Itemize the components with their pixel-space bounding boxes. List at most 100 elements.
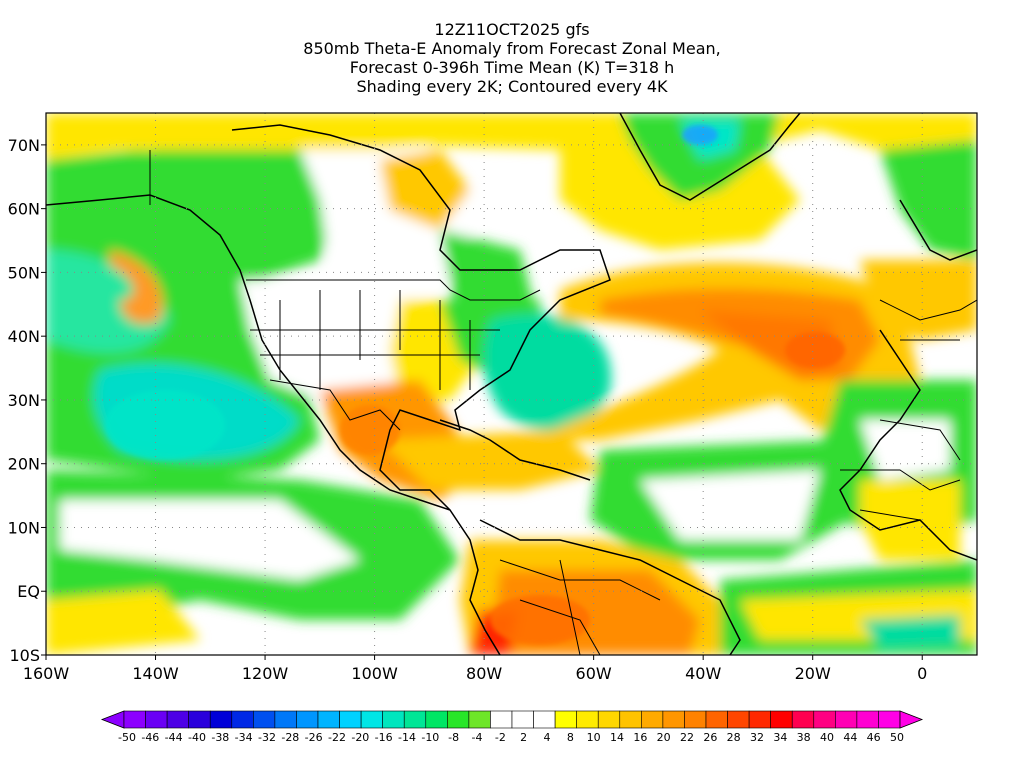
colorbar-swatch bbox=[123, 710, 146, 729]
colorbar-label: -50 bbox=[118, 731, 136, 744]
lon-tick-label: 160W bbox=[23, 664, 70, 683]
political-borders bbox=[149, 150, 977, 655]
colorbar-swatch bbox=[748, 710, 771, 729]
colorbar-label: -46 bbox=[141, 731, 159, 744]
lat-tick-label: EQ bbox=[17, 582, 40, 601]
colorbar-label: 20 bbox=[657, 731, 671, 744]
colorbar-label: 32 bbox=[750, 731, 764, 744]
colorbar-label: -20 bbox=[351, 731, 369, 744]
colorbar-label: -8 bbox=[448, 731, 459, 744]
colorbar-label: -44 bbox=[165, 731, 183, 744]
colorbar-swatch bbox=[425, 710, 448, 729]
colorbar-swatch bbox=[490, 710, 513, 729]
colorbar-swatch bbox=[641, 710, 664, 729]
colorbar-label: 16 bbox=[633, 731, 647, 744]
colorbar-label: 38 bbox=[797, 731, 811, 744]
colorbar-label: 40 bbox=[820, 731, 834, 744]
title-line-4: Shading every 2K; Contoured every 4K bbox=[356, 77, 668, 96]
colorbar-swatch bbox=[554, 710, 577, 729]
colorbar-swatch bbox=[511, 710, 534, 729]
colorbar-swatch bbox=[770, 710, 793, 729]
lon-tick-label: 60W bbox=[576, 664, 612, 683]
colorbar-swatch bbox=[382, 710, 405, 729]
colorbar-label: 14 bbox=[610, 731, 624, 744]
colorbar-labels: -50 -46 -44 -40 -38 -34 -32 -28 -26 -22 -20 -16 -14-… bbox=[118, 731, 904, 744]
colorbar-label: -40 bbox=[188, 731, 206, 744]
colorbar-swatch bbox=[878, 710, 901, 729]
lon-tick-label: 40W bbox=[685, 664, 721, 683]
colorbar-arrow-high bbox=[899, 710, 924, 729]
colorbar-label: -34 bbox=[235, 731, 253, 744]
colorbar-swatch bbox=[533, 710, 556, 729]
longitude-labels: 160W 140W 120W 100W 80W 60W 40W 20W 0 bbox=[23, 664, 928, 683]
colorbar-label: 22 bbox=[680, 731, 694, 744]
lat-tick-label: 50N bbox=[8, 263, 40, 282]
colorbar-swatch bbox=[597, 710, 621, 729]
colorbar-label: 10 bbox=[587, 731, 601, 744]
title-line-1: 12Z11OCT2025 gfs bbox=[434, 20, 590, 39]
colorbar-swatch bbox=[296, 710, 319, 729]
colorbar-swatch bbox=[856, 710, 879, 729]
lon-tick-label: 0 bbox=[917, 664, 927, 683]
lat-tick-label: 60N bbox=[8, 200, 40, 219]
colorbar-label: 4 bbox=[544, 731, 551, 744]
colorbar-swatch bbox=[209, 710, 233, 729]
colorbar-label: 34 bbox=[773, 731, 787, 744]
lat-tick-label: 40N bbox=[8, 327, 40, 346]
colorbar-label: 8 bbox=[567, 731, 574, 744]
colorbar-swatch bbox=[684, 710, 707, 729]
colorbar-label: 44 bbox=[843, 731, 857, 744]
lon-tick-label: 120W bbox=[242, 664, 289, 683]
colorbar-label: 28 bbox=[727, 731, 741, 744]
colorbar-label: -38 bbox=[211, 731, 229, 744]
colorbar-label: -22 bbox=[328, 731, 346, 744]
lat-tick-label: 20N bbox=[8, 455, 40, 474]
colorbar-swatch bbox=[145, 710, 168, 729]
colorbar-swatch bbox=[231, 710, 254, 729]
lat-tick-label: 10S bbox=[9, 646, 40, 665]
colorbar-swatch bbox=[791, 710, 815, 729]
title-line-3: Forecast 0-396h Time Mean (K) T=318 h bbox=[349, 58, 675, 77]
lon-tick-label: 140W bbox=[132, 664, 179, 683]
theta-e-anomaly-field bbox=[46, 113, 977, 655]
colorbar-label: -26 bbox=[305, 731, 323, 744]
colorbar-label: -28 bbox=[281, 731, 299, 744]
axis-ticks bbox=[41, 144, 923, 660]
colorbar-swatch bbox=[447, 710, 470, 729]
colorbar-swatch bbox=[317, 710, 340, 729]
colorbar-label: -2 bbox=[495, 731, 506, 744]
colorbar-label: -4 bbox=[472, 731, 483, 744]
colorbar-swatch bbox=[253, 710, 276, 729]
colorbar-swatch bbox=[619, 710, 642, 729]
colorbar-label: -10 bbox=[421, 731, 439, 744]
colorbar-swatch bbox=[403, 710, 427, 729]
lon-tick-label: 20W bbox=[795, 664, 831, 683]
colorbar-label: 26 bbox=[703, 731, 717, 744]
colorbar bbox=[100, 710, 924, 729]
colorbar-label: 50 bbox=[890, 731, 904, 744]
colorbar-label: 2 bbox=[520, 731, 527, 744]
colorbar-swatch bbox=[274, 710, 297, 729]
title-line-2: 850mb Theta-E Anomaly from Forecast Zona… bbox=[303, 39, 721, 58]
map-frame bbox=[45, 112, 978, 656]
lat-tick-label: 70N bbox=[8, 136, 40, 155]
colorbar-swatch bbox=[468, 710, 491, 729]
colorbar-arrow-low bbox=[100, 710, 125, 729]
figure-title: 12Z11OCT2025 gfs 850mb Theta-E Anomaly f… bbox=[0, 20, 1024, 96]
colorbar-label: -16 bbox=[375, 731, 393, 744]
colorbar-swatch bbox=[835, 710, 858, 729]
colorbar-swatch bbox=[727, 710, 750, 729]
lon-tick-label: 100W bbox=[351, 664, 398, 683]
coastlines bbox=[46, 113, 977, 655]
latitude-labels: 10S EQ 10N 20N 30N 40N 50N 60N 70N bbox=[8, 136, 40, 665]
lat-tick-label: 10N bbox=[8, 518, 40, 537]
colorbar-swatch bbox=[360, 710, 383, 729]
colorbar-swatch bbox=[662, 710, 685, 729]
colorbar-swatch bbox=[166, 710, 189, 729]
colorbar-swatch bbox=[576, 710, 599, 729]
colorbar-swatch bbox=[705, 710, 728, 729]
colorbar-swatch bbox=[813, 710, 836, 729]
colorbar-swatch bbox=[188, 710, 211, 729]
lon-tick-label: 80W bbox=[466, 664, 502, 683]
